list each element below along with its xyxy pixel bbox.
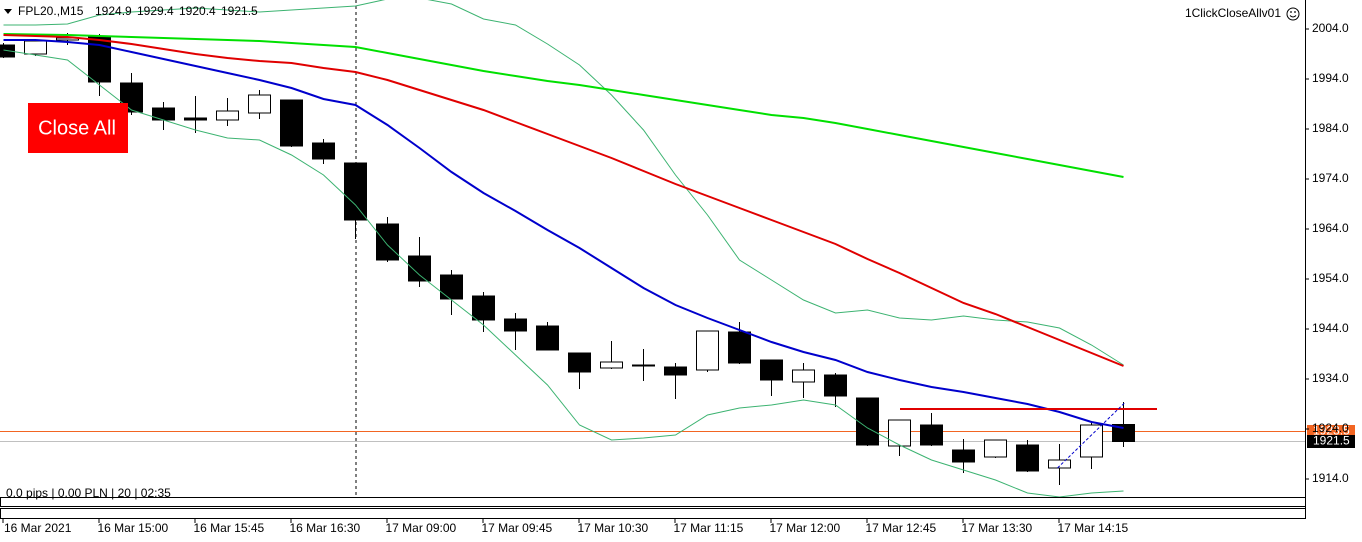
symbol: FPL20.,M15 [18,4,84,18]
candle-body [760,359,783,381]
close-all-button[interactable]: Close All [28,103,128,153]
ask-price-box [1307,425,1355,438]
y-tick-label: 1974.0 [1312,171,1349,185]
icon-eye [1294,11,1296,13]
candle-body [24,40,47,55]
last-open: 1924.9 [95,4,132,18]
status-text: 0.0 pips | 0.00 PLN | 20 | 02:35 [6,486,171,500]
candle-body [504,318,527,332]
candle-body [408,255,431,282]
button-label[interactable]: Close All [38,117,116,139]
candle-body [216,110,239,121]
candle-body [536,325,559,351]
indicator-line [3,33,1124,178]
candle-body [952,449,975,463]
candle-body [888,419,911,447]
y-tick-label: 1964.0 [1312,221,1349,235]
last-high: 1929.4 [137,4,174,18]
candle-body [1016,444,1039,472]
y-tick-label: 2004.0 [1312,21,1349,35]
y-tick-label: 1954.0 [1312,271,1349,285]
indicator-line [3,49,1124,497]
ask-price-label: 1923.5 [1313,424,1350,438]
candle-body [312,142,335,160]
indicator-line [3,0,1124,366]
candle-body [152,107,175,121]
candle-body [792,369,815,383]
y-tick-label: 1934.0 [1312,371,1349,385]
x-tick-label: 16 Mar 15:45 [194,521,265,535]
x-tick-label: 17 Mar 13:30 [962,521,1033,535]
x-tick-label: 16 Mar 15:00 [98,521,169,535]
y-tick-label: 1944.0 [1312,321,1349,335]
indicator-bar [0,508,1306,519]
x-tick-label: 17 Mar 11:15 [674,521,744,535]
x-tick-label: 17 Mar 10:30 [578,521,649,535]
last-low: 1920.4 [179,4,216,18]
icon-mouth [1289,15,1297,18]
candle-body [600,361,623,369]
x-tick-label: 17 Mar 12:45 [866,521,937,535]
indicator-line [3,34,1124,367]
y-tick-label: 1924.0 [1312,421,1349,435]
indicator-bar [0,497,1306,507]
candle-body [472,295,495,321]
expert-icon[interactable] [1286,7,1300,21]
candle-body [728,331,751,364]
candle-body [664,366,687,376]
candle-body [696,330,719,371]
icon-eye [1290,11,1292,13]
trade-line [1057,401,1126,469]
icon-face [1286,7,1300,21]
y-tick-label: 1914.0 [1312,471,1349,485]
candle-body [376,223,399,261]
candle-body [1048,459,1071,469]
last-close: 1921.5 [221,4,258,18]
y-tick-label: 1984.0 [1312,121,1349,135]
candle-body [1080,424,1103,458]
candle-body [440,274,463,300]
candle-body [280,99,303,147]
candle-body [824,374,847,397]
bid-price-box [1307,435,1355,448]
x-tick-label: 17 Mar 09:00 [386,521,457,535]
x-tick-label: 17 Mar 14:15 [1058,521,1129,535]
candle-body [344,162,367,221]
candle-body [632,364,655,367]
candle-body [184,117,207,121]
candle-body [1112,424,1135,442]
x-tick-label: 16 Mar 16:30 [290,521,361,535]
button-background[interactable] [28,103,128,153]
x-tick-label: 17 Mar 12:00 [770,521,841,535]
expert-name: 1ClickCloseAllv01 [1185,6,1281,20]
plot-area [0,0,1305,497]
x-tick-label: 16 Mar 2021 [4,521,72,535]
candle-body [920,424,943,446]
menu-arrow[interactable] [4,9,12,14]
x-tick-label: 17 Mar 09:45 [482,521,553,535]
candle-body [984,439,1007,458]
candle-body [248,94,271,114]
bid-price-label: 1921.5 [1313,434,1350,448]
candle-body [568,352,591,373]
indicator-line [3,39,1124,429]
candle-body [856,397,879,446]
y-tick-label: 1994.0 [1312,71,1349,85]
